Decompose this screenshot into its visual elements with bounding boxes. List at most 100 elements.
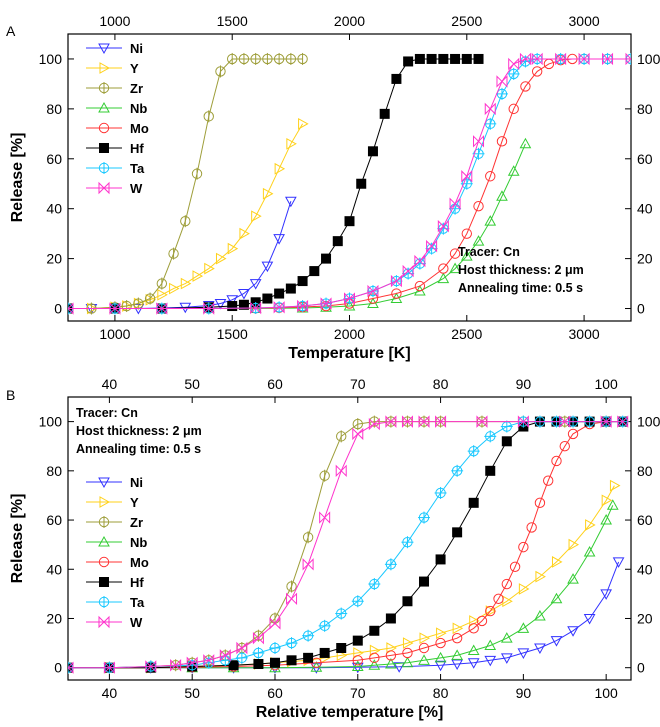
y-tick-label-right: 60 xyxy=(637,151,653,167)
legend-marker-ni xyxy=(98,43,110,55)
data-point-y xyxy=(585,519,596,531)
data-point-w xyxy=(461,170,473,183)
data-point-w xyxy=(519,52,531,66)
y-tick-label-left: 60 xyxy=(46,151,62,167)
legend-marker-zr xyxy=(98,516,110,528)
legend-label-ta: Ta xyxy=(130,595,145,610)
data-point-w xyxy=(473,135,485,148)
data-point-w xyxy=(496,75,508,88)
data-point-zr xyxy=(156,277,168,290)
plot-frame xyxy=(67,396,632,681)
data-point-ni xyxy=(500,653,513,664)
data-point-w xyxy=(145,660,157,673)
annotation-line: Tracer: Cn xyxy=(76,406,138,420)
data-point-mo xyxy=(508,103,519,115)
data-point-w xyxy=(476,415,488,428)
data-point-ni xyxy=(238,289,250,300)
data-point-hf xyxy=(274,288,285,299)
data-point-ni xyxy=(550,636,563,647)
data-point-y xyxy=(227,242,239,255)
data-point-y xyxy=(535,570,546,583)
annotation-line: Host thickness: 2 μm xyxy=(458,263,584,277)
data-point-nb xyxy=(484,639,497,651)
data-point-mo xyxy=(352,655,363,666)
y-tick-label-right: 80 xyxy=(637,463,653,479)
data-point-w xyxy=(273,301,285,314)
y-tick-label-left: 0 xyxy=(54,301,62,317)
data-point-mo xyxy=(493,593,504,604)
y-tick-label-right: 60 xyxy=(637,512,653,528)
data-point-y xyxy=(239,227,250,240)
data-point-nb xyxy=(517,622,530,633)
data-point-w xyxy=(559,415,571,428)
data-point-w xyxy=(68,302,74,315)
legend: Ni Y Zr Nb Mo Hf Ta W xyxy=(86,475,149,630)
data-point-hf xyxy=(319,647,330,658)
data-point-y xyxy=(180,277,192,290)
data-point-w xyxy=(320,297,332,310)
data-point-nb xyxy=(401,656,414,668)
data-point-hf xyxy=(303,652,314,663)
data-point-mo xyxy=(509,561,521,572)
x-tick-label-bottom: 3000 xyxy=(569,326,600,342)
data-point-hf xyxy=(473,53,484,64)
series-line-ta xyxy=(68,421,623,669)
legend-marker-zr xyxy=(98,82,110,94)
data-point-w xyxy=(352,427,364,441)
series-line-w xyxy=(68,421,623,669)
data-point-hf xyxy=(269,657,280,668)
data-point-w xyxy=(186,656,198,669)
y-tick-label-right: 40 xyxy=(637,201,653,217)
data-point-hf xyxy=(402,596,413,607)
data-point-zr xyxy=(203,110,214,123)
data-point-w xyxy=(426,239,438,253)
data-point-hf xyxy=(332,236,343,247)
x-tick-label-bottom: 60 xyxy=(267,685,283,701)
data-point-y xyxy=(169,282,180,295)
panel-b-letter: B xyxy=(6,387,15,403)
data-point-w xyxy=(437,219,449,233)
annotation-line: Tracer: Cn xyxy=(458,245,520,259)
data-point-zr xyxy=(250,52,261,65)
data-point-y xyxy=(518,583,530,595)
legend-label-ni: Ni xyxy=(130,41,143,56)
legend-label-nb: Nb xyxy=(130,101,147,116)
data-point-nb xyxy=(467,644,480,655)
x-tick-label-bottom: 70 xyxy=(350,685,366,701)
x-tick-label-top: 90 xyxy=(516,376,532,392)
data-point-hf xyxy=(227,301,238,312)
data-point-hf xyxy=(238,299,249,310)
data-point-nb xyxy=(368,659,381,670)
data-point-ta xyxy=(484,117,497,130)
data-point-ta xyxy=(302,629,315,642)
data-point-nb xyxy=(320,301,332,312)
x-tick-label-bottom: 1500 xyxy=(217,326,248,342)
data-point-w xyxy=(508,57,520,71)
legend-marker-ta xyxy=(98,162,110,174)
plot-frame xyxy=(67,33,632,322)
x-tick-label-top: 70 xyxy=(350,376,366,392)
data-point-w xyxy=(484,102,496,116)
data-point-ni xyxy=(612,557,625,568)
data-point-hf xyxy=(391,73,402,84)
y-tick-label-right: 20 xyxy=(637,251,653,267)
data-point-nb xyxy=(606,499,619,510)
data-point-ta xyxy=(434,486,447,499)
legend-label-ta: Ta xyxy=(130,161,145,176)
data-point-mo xyxy=(438,263,449,274)
data-point-hf xyxy=(385,613,396,624)
data-point-hf xyxy=(309,266,320,277)
data-point-y xyxy=(551,556,563,568)
data-point-ta xyxy=(285,637,298,650)
data-point-w xyxy=(335,464,347,478)
y-axis-label: Release [%] xyxy=(9,494,26,584)
data-point-nb xyxy=(418,654,430,665)
data-point-mo xyxy=(518,541,529,553)
x-tick-label-top: 2000 xyxy=(334,13,365,29)
series-line-hf xyxy=(68,421,623,669)
x-tick-label-top: 1000 xyxy=(99,13,130,29)
annotation-line: Annealing time: 0.5 s xyxy=(458,281,583,295)
data-point-hf xyxy=(403,56,414,67)
annotation-block: Tracer: Cn Host thickness: 2 μm Annealing … xyxy=(458,245,584,295)
y-tick-label-left: 20 xyxy=(46,610,62,626)
